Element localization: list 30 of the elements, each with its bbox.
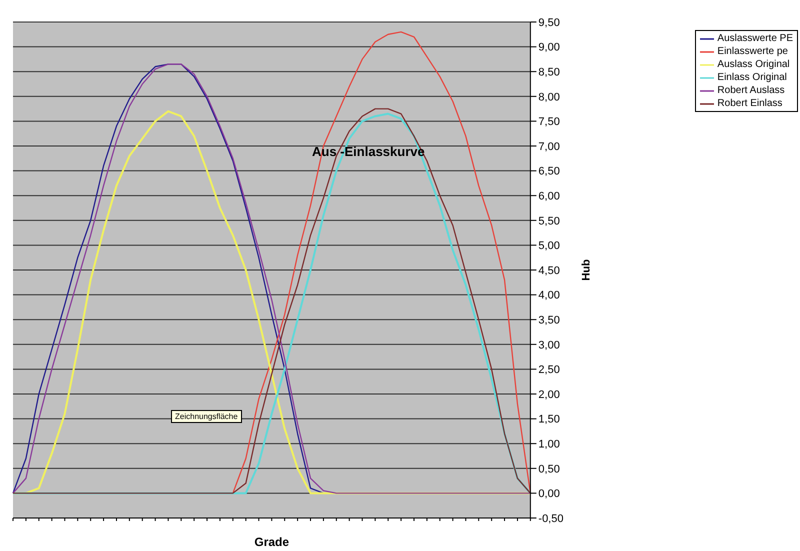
y-tick-label: 7,50 [538,116,560,128]
legend-label: Robert Einlass [717,97,782,110]
x-axis-title: Grade [254,535,290,549]
legend-label: Einlasswerte pe [717,45,788,58]
y-tick-label: 0,00 [538,488,560,500]
legend-label: Auslass Original [717,58,790,71]
y-tick-label: 1,00 [538,438,560,451]
y-tick-label: 8,00 [538,91,560,104]
y-tick-label: 5,50 [538,215,560,228]
annotation: Zeichnungsfläche [171,410,242,423]
y-tick-label: 6,00 [538,190,560,203]
y-tick-label: 9,00 [538,42,560,54]
y-tick-label: 5,00 [538,240,560,252]
y-tick-label: 7,00 [538,140,560,153]
y-tick-label: 3,50 [538,314,560,327]
y-tick-label: 0,50 [538,463,560,476]
legend-label: Robert Auslass [717,84,785,97]
y-tick-label: 4,50 [538,264,560,277]
legend-label: Einlass Original [717,71,787,84]
y-tick-label: -0,50 [538,512,564,525]
y-tick-label: 6,50 [538,166,560,178]
y-tick-label: 2,50 [538,364,560,376]
y-tick-label: 8,50 [538,66,560,79]
y-tick-label: 1,50 [538,414,560,426]
y-axis-title: Hub [580,259,592,281]
y-tick-label: 4,00 [538,290,560,302]
y-tick-label: 9,50 [538,16,560,29]
y-tick-label: 2,00 [538,388,560,401]
y-tick-label: 3,00 [538,339,560,352]
legend-label: Auslasswerte PE [717,32,793,45]
